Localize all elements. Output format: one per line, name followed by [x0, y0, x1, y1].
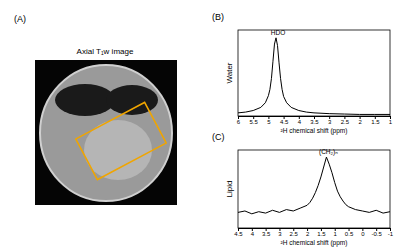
plot-frame	[238, 150, 390, 228]
x-tick: 1.5	[371, 116, 380, 125]
spectrum-line	[238, 157, 390, 214]
y-axis-title: Water	[225, 62, 234, 83]
x-tick-label: 1.5	[371, 119, 380, 125]
x-tick: 5	[267, 116, 271, 125]
x-tick: 2.5	[341, 116, 350, 125]
plot-area	[238, 38, 390, 115]
mri-image	[35, 60, 177, 205]
body-cross-section	[40, 65, 172, 201]
x-tick: 4	[298, 116, 302, 125]
peak-annotation: HDO	[271, 29, 285, 36]
x-tick-label: 1.5	[317, 231, 326, 237]
x-tick-label: 6	[237, 119, 241, 125]
plot-frame	[238, 30, 390, 116]
voxel-box	[76, 102, 166, 179]
x-tick: 2.5	[290, 228, 299, 237]
x-tick: 1.5	[317, 228, 326, 237]
x-tick: 4.5	[234, 228, 243, 237]
x-tick: 6	[237, 116, 241, 125]
x-tick: 1	[389, 116, 393, 125]
image-background	[35, 60, 177, 205]
x-tick-label: 1	[389, 119, 393, 125]
spectrum-panel: 4.5 4 3.5 3 2.5 2 1.5 1 0.5 0 -0.5 -1 (C) ²H chemical…	[212, 132, 394, 247]
peak-annotation: (CH₂)ₙ	[319, 148, 338, 156]
x-tick-label: 2	[306, 231, 310, 237]
x-tick: 3	[328, 116, 332, 125]
x-tick-label: 3.5	[310, 119, 319, 125]
panel-label: (A)	[14, 14, 26, 24]
figure: (A) Axial T₁w image 6 5.5 5 4.5 4 3.5 3 2.5 2 1.5 1 (…	[0, 0, 400, 250]
x-tick: 3	[278, 228, 282, 237]
spectrum-panel: 6 5.5 5 4.5 4 3.5 3 2.5 2 1.5 1 (B) ²H chemical shif…	[212, 12, 393, 135]
x-tick-label: -1	[388, 231, 394, 237]
x-tick: 4	[251, 228, 255, 237]
x-tick-label: 2.5	[290, 231, 299, 237]
x-tick-label: 3.5	[262, 231, 271, 237]
x-tick: 2	[358, 116, 362, 125]
x-tick-label: 1	[334, 231, 338, 237]
x-tick-label: 2	[358, 119, 362, 125]
x-tick-label: -0.5	[372, 231, 383, 237]
spectrum-line	[238, 38, 390, 115]
x-tick-label: 4.5	[234, 231, 243, 237]
x-tick: 1	[334, 228, 338, 237]
lung-right	[106, 85, 158, 115]
x-tick-label: 2.5	[341, 119, 350, 125]
x-tick-label: 4	[251, 231, 255, 237]
x-axis: 4.5 4 3.5 3 2.5 2 1.5 1 0.5 0 -0.5 -1	[234, 228, 393, 237]
x-tick-label: 0	[361, 231, 365, 237]
x-tick: 4.5	[280, 116, 289, 125]
x-tick-label: 5.5	[250, 119, 259, 125]
x-axis: 6 5.5 5 4.5 4 3.5 3 2.5 2 1.5 1	[237, 116, 393, 125]
x-tick-label: 4.5	[280, 119, 289, 125]
x-tick: -1	[388, 228, 394, 237]
x-tick-label: 4	[298, 119, 302, 125]
x-tick: 3.5	[310, 116, 319, 125]
panel-label: (B)	[212, 12, 224, 22]
x-tick-label: 3	[278, 231, 282, 237]
x-tick-label: 0.5	[345, 231, 354, 237]
x-tick: 0	[361, 228, 365, 237]
x-tick: -0.5	[372, 228, 383, 237]
x-axis-title: ²H chemical shift (ppm)	[281, 127, 348, 135]
x-tick: 5.5	[250, 116, 259, 125]
x-tick: 2	[306, 228, 310, 237]
x-tick-label: 3	[328, 119, 332, 125]
x-tick-label: 5	[267, 119, 271, 125]
image-title: Axial T₁w image	[77, 47, 134, 56]
panel-label: (C)	[212, 132, 225, 142]
x-tick: 0.5	[345, 228, 354, 237]
x-tick: 3.5	[262, 228, 271, 237]
y-axis-title: Lipid	[225, 181, 234, 198]
x-axis-title: ²H chemical shift (ppm)	[281, 239, 348, 247]
plot-area	[238, 157, 390, 214]
